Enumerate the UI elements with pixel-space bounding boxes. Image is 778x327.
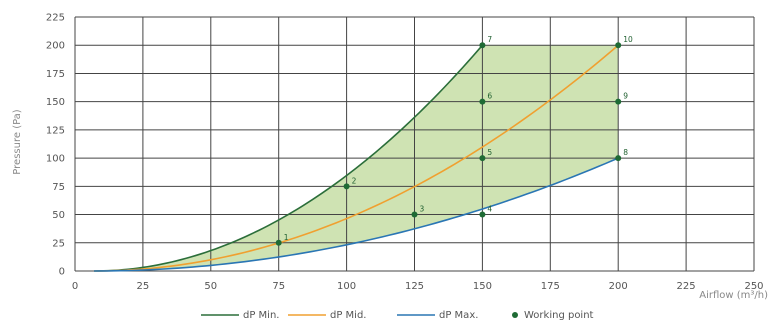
legend-label: dP Max. — [439, 310, 478, 321]
working-point-label: 10 — [623, 35, 633, 44]
x-tick-label: 50 — [204, 281, 217, 292]
y-tick-label: 75 — [52, 182, 65, 193]
x-axis-label: Airflow (m³/h) — [699, 290, 768, 301]
working-point — [615, 98, 622, 105]
working-point — [615, 155, 622, 162]
working-point-label: 4 — [487, 205, 492, 214]
working-point — [343, 183, 350, 190]
working-point-label: 6 — [487, 92, 492, 101]
working-point-label: 2 — [352, 176, 357, 185]
y-tick-label: 25 — [52, 238, 65, 249]
x-tick-label: 150 — [473, 281, 492, 292]
working-point — [479, 155, 486, 162]
series-line-dpmax — [94, 157, 619, 272]
working-point-label: 3 — [420, 205, 425, 214]
x-tick-label: 0 — [72, 281, 78, 292]
y-axis-label: Pressure (Pa) — [12, 109, 23, 174]
working-point — [411, 211, 418, 218]
y-tick-label: 100 — [46, 154, 65, 165]
y-tick-label: 50 — [52, 210, 65, 221]
x-tick-label: 125 — [405, 281, 424, 292]
working-point — [479, 98, 486, 105]
working-point — [479, 42, 486, 49]
legend-label: dP Mid. — [330, 310, 367, 321]
grid — [74, 16, 755, 272]
x-tick-label: 225 — [677, 281, 696, 292]
working-point-label: 7 — [487, 35, 492, 44]
x-tick-label: 200 — [609, 281, 628, 292]
x-tick-label: 25 — [137, 281, 150, 292]
legend-swatch — [512, 312, 518, 318]
axis-ticks: 0 25 50 75 100 125 150 175 200 225 250025507510012… — [46, 13, 764, 293]
series-line-dpmid — [94, 44, 619, 272]
y-tick-label: 125 — [46, 125, 65, 136]
x-tick-label: 175 — [541, 281, 560, 292]
y-tick-label: 150 — [46, 97, 65, 108]
x-tick-label: 75 — [272, 281, 285, 292]
working-point — [615, 42, 622, 49]
series-line-dpmin — [94, 44, 484, 272]
legend: dP Min. dP Mid. dP Max. Working point — [201, 310, 594, 321]
y-tick-label: 0 — [59, 267, 65, 278]
legend-label: Working point — [524, 310, 594, 321]
x-tick-label: 250 — [744, 281, 763, 292]
legend-label: dP Min. — [243, 310, 279, 321]
series-curves — [94, 44, 619, 272]
working-point-label: 1 — [284, 233, 289, 242]
working-point — [275, 239, 282, 246]
y-tick-label: 225 — [46, 13, 65, 24]
working-point-label: 9 — [623, 92, 628, 101]
working-points: 1 2 3 4 5 6 7 8 9 10 — [275, 35, 633, 246]
working-point-label: 8 — [623, 148, 628, 157]
y-tick-label: 200 — [46, 41, 65, 52]
x-tick-label: 100 — [337, 281, 356, 292]
working-point-label: 5 — [487, 148, 492, 157]
working-point — [479, 211, 486, 218]
y-tick-label: 175 — [46, 69, 65, 80]
